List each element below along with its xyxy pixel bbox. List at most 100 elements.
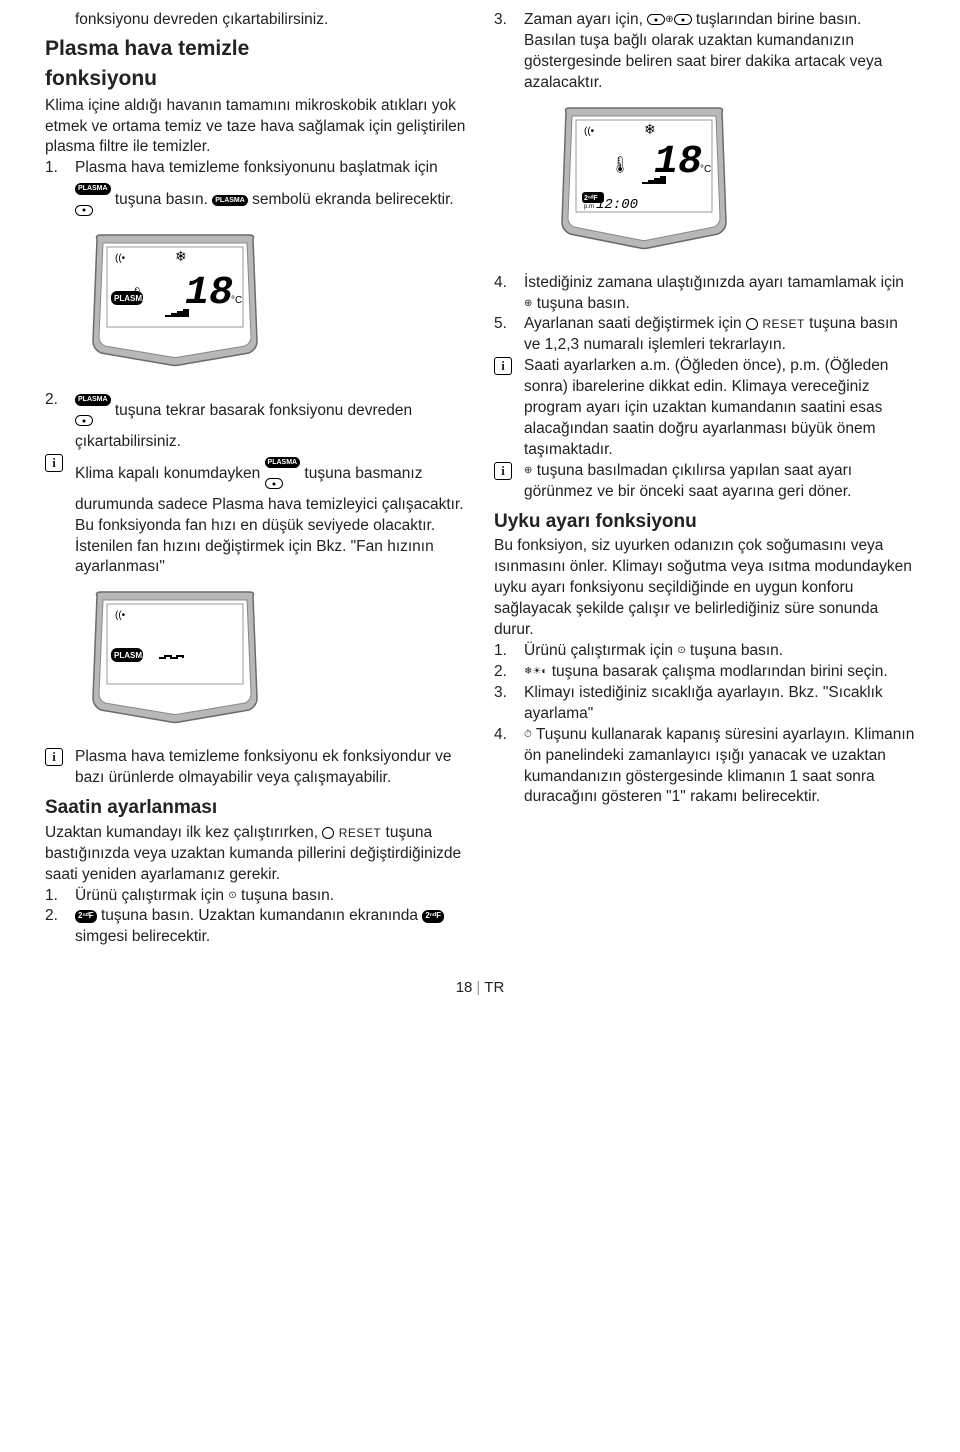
sleep-intro: Bu fonksiyon, siz uyurken odanızın çok s… — [494, 536, 915, 641]
info-c-body: Saati ayarlarken a.m. (Öğleden önce), p.… — [524, 356, 915, 461]
step-2-num: 2. — [45, 390, 75, 411]
reset-label: RESET — [339, 826, 382, 840]
plasma-badge-3: PLASMA — [75, 394, 111, 405]
sleep-step-2-body: ❄☀◐ tuşuna basarak çalışma modlarından b… — [524, 662, 915, 683]
step-4-num: 4. — [494, 273, 524, 294]
sleep-step-4-body: ⏱ Tuşunu kullanarak kapanış süresini aya… — [524, 725, 915, 809]
clock-step-2-num: 2. — [45, 906, 75, 927]
lcd-figure-2: ((• PLASMA — [85, 588, 265, 735]
clock-intro-a: Uzaktan kumandayı ilk kez çalıştırırken, — [45, 824, 322, 841]
timer-icon: ⏱ — [524, 728, 532, 742]
info-d: i ⊕ tuşuna basılmadan çıkılırsa yapılan … — [494, 461, 915, 503]
svg-text:❄: ❄ — [644, 121, 656, 137]
oval-icon-2 — [75, 415, 93, 426]
svg-text:((•: ((• — [115, 253, 126, 264]
plasma-badge-icon-2: PLASMA — [212, 195, 248, 206]
time-up-icon — [674, 14, 692, 25]
svg-text:18: 18 — [185, 271, 233, 316]
sleep-step-2: 2. ❄☀◐ tuşuna basarak çalışma modlarında… — [494, 662, 915, 683]
step-5-body: Ayarlanan saati değiştirmek için RESET t… — [524, 314, 915, 356]
info-a-text-1: Klima kapalı konumdayken — [75, 465, 265, 482]
mode-icon: ❄☀◐ — [524, 665, 547, 679]
step-5-a: Ayarlanan saati değiştirmek için — [524, 315, 746, 332]
info-icon: i — [45, 454, 63, 472]
plasma-badge-icon: PLASMA — [75, 183, 111, 194]
step-1-text-b: tuşuna basın. — [111, 191, 213, 208]
clock-step-1-b: tuşuna basın. — [237, 887, 334, 904]
svg-text:((•: ((• — [584, 126, 595, 137]
reset-circle-icon-2 — [746, 318, 758, 330]
step-4-a: İstediğiniz zamana ulaştığınızda ayarı t… — [524, 274, 904, 291]
reset-label-2: RESET — [762, 317, 805, 331]
clock-step-1-body: Ürünü çalıştırmak için ⊙ tuşuna basın. — [75, 886, 466, 907]
lcd-figure-3: ((• ❄ 🌡 18 °C 2ⁿᵈF 12:00 p.m — [554, 104, 734, 261]
svg-text:°C: °C — [700, 164, 711, 175]
sleep-step-2-a: tuşuna basarak çalışma modlarından birin… — [547, 663, 887, 680]
svg-text:❄: ❄ — [175, 248, 187, 264]
info-a: i Klima kapalı konumdayken PLASMA tuşuna… — [45, 453, 466, 579]
power-icon: ⊙ — [228, 889, 236, 903]
sleep-step-1: 1. Ürünü çalıştırmak için ⊙ tuşuna basın… — [494, 641, 915, 662]
page-footer: 18|TR — [45, 978, 915, 998]
step-3-a: Zaman ayarı için, — [524, 11, 647, 28]
footer-separator: | — [476, 979, 480, 996]
heading-sleep: Uyku ayarı fonksiyonu — [494, 509, 915, 535]
step-1-text-c: sembolü ekranda belirecektir. — [248, 191, 454, 208]
step-4-body: İstediğiniz zamana ulaştığınızda ayarı t… — [524, 273, 915, 315]
svg-text:PLASMA: PLASMA — [114, 294, 148, 303]
svg-text:((•: ((• — [115, 610, 126, 621]
time-down-icon — [647, 14, 665, 25]
step-2-text: tuşuna tekrar basarak fonksiyonu devrede… — [75, 402, 412, 450]
step-2-body: PLASMA tuşuna tekrar basarak fonksiyonu … — [75, 390, 466, 453]
sleep-step-1-num: 1. — [494, 641, 524, 662]
reset-circle-icon — [322, 827, 334, 839]
step-4: 4. İstediğiniz zamana ulaştığınızda ayar… — [494, 273, 915, 315]
clock-step-2-b: simgesi belirecektir. — [75, 928, 210, 945]
left-column: fonksiyonu devreden çıkartabilirsiniz. P… — [45, 10, 466, 948]
sleep-step-3-num: 3. — [494, 683, 524, 704]
ndf-badge: 2ⁿᵈF — [75, 910, 97, 923]
sleep-step-4: 4. ⏱ Tuşunu kullanarak kapanış süresini … — [494, 725, 915, 809]
sleep-step-3: 3. Klimayı istediğiniz sıcaklığa ayarlay… — [494, 683, 915, 725]
sleep-step-1-b: tuşuna basın. — [686, 642, 783, 659]
sleep-step-3-body: Klimayı istediğiniz sıcaklığa ayarlayın.… — [524, 683, 915, 725]
ndf-badge-2: 2ⁿᵈF — [422, 910, 444, 923]
clock-step-2-a: tuşuna basın. Uzaktan kumandanın ekranın… — [97, 907, 423, 924]
clock-intro: Uzaktan kumandayı ilk kez çalıştırırken,… — [45, 823, 466, 886]
step-5: 5. Ayarlanan saati değiştirmek için RESE… — [494, 314, 915, 356]
step-1-body: Plasma hava temizleme fonksiyonunu başla… — [75, 158, 466, 221]
heading-clock: Saatin ayarlanması — [45, 795, 466, 821]
heading-plasma-b: fonksiyonu — [45, 65, 466, 93]
step-3-body: Zaman ayarı için, ⊕ tuşlarından birine b… — [524, 10, 915, 94]
clock-step-2: 2. 2ⁿᵈF tuşuna basın. Uzaktan kumandanın… — [45, 906, 466, 948]
clock-step-1: 1. Ürünü çalıştırmak için ⊙ tuşuna basın… — [45, 886, 466, 907]
step-3: 3. Zaman ayarı için, ⊕ tuşlarından birin… — [494, 10, 915, 94]
svg-text:p.m: p.m — [584, 204, 594, 210]
continued-line: fonksiyonu devreden çıkartabilirsiniz. — [45, 10, 466, 31]
power-icon-2: ⊙ — [677, 644, 685, 658]
step-1-text-a: Plasma hava temizleme fonksiyonunu başla… — [75, 159, 438, 176]
info-b-body: Plasma hava temizleme fonksiyonu ek fonk… — [75, 747, 466, 789]
clock-step-1-a: Ürünü çalıştırmak için — [75, 887, 228, 904]
info-b: i Plasma hava temizleme fonksiyonu ek fo… — [45, 747, 466, 789]
svg-text:12:00: 12:00 — [596, 197, 638, 213]
sleep-step-4-num: 4. — [494, 725, 524, 746]
svg-text:🌡: 🌡 — [610, 156, 630, 174]
right-column: 3. Zaman ayarı için, ⊕ tuşlarından birin… — [494, 10, 915, 948]
info-icon-2: i — [45, 748, 63, 766]
sleep-step-4-a: Tuşunu kullanarak kapanış süresini ayarl… — [524, 726, 914, 806]
sleep-step-1-a: Ürünü çalıştırmak için — [524, 642, 677, 659]
heading-plasma-a: Plasma hava temizle — [45, 35, 466, 63]
svg-text:PLASMA: PLASMA — [114, 651, 148, 660]
info-c: i Saati ayarlarken a.m. (Öğleden önce), … — [494, 356, 915, 461]
sleep-step-1-body: Ürünü çalıştırmak için ⊙ tuşuna basın. — [524, 641, 915, 662]
info-icon-3: i — [494, 357, 512, 375]
oval-icon-3 — [265, 478, 283, 489]
oval-button-icon — [75, 205, 93, 216]
step-1-num: 1. — [45, 158, 75, 179]
info-icon-4: i — [494, 462, 512, 480]
sleep-step-2-num: 2. — [494, 662, 524, 683]
info-d-text: tuşuna basılmadan çıkılırsa yapılan saat… — [524, 462, 852, 500]
step-1: 1. Plasma hava temizleme fonksiyonunu ba… — [45, 158, 466, 221]
step-3-num: 3. — [494, 10, 524, 31]
